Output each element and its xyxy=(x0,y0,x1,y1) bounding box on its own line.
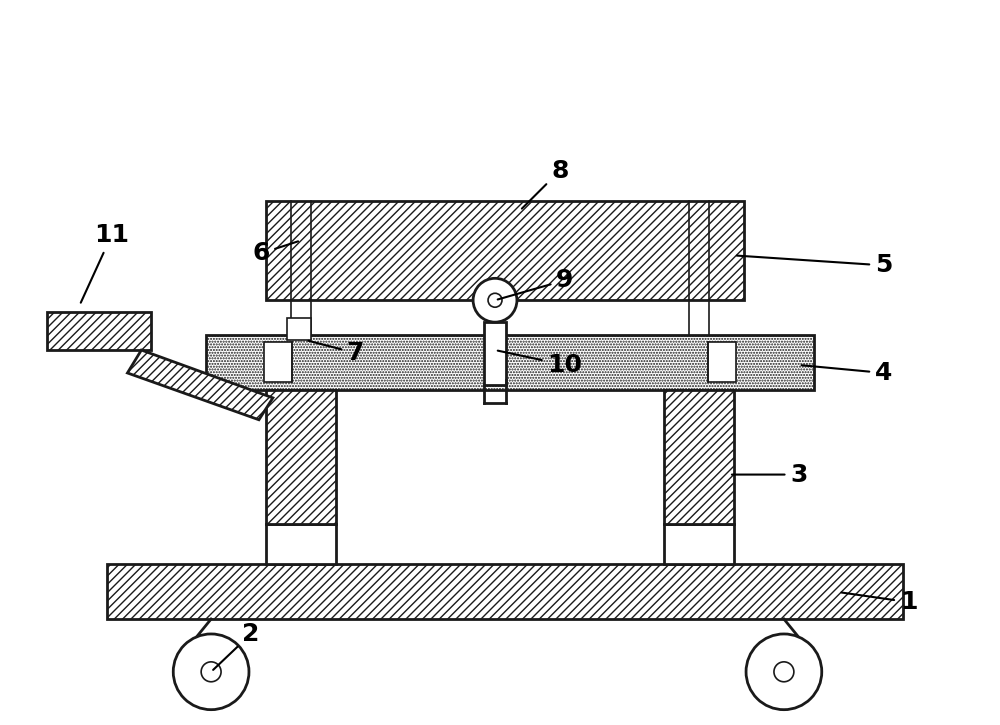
Text: 3: 3 xyxy=(732,463,808,486)
Text: 9: 9 xyxy=(498,268,573,299)
Circle shape xyxy=(201,662,221,682)
Text: 2: 2 xyxy=(213,622,260,670)
Circle shape xyxy=(473,278,517,322)
Bar xyxy=(287,318,311,340)
Text: 11: 11 xyxy=(81,223,129,303)
Text: 8: 8 xyxy=(522,159,568,209)
Circle shape xyxy=(774,662,794,682)
Text: 7: 7 xyxy=(308,341,364,365)
Text: 10: 10 xyxy=(498,351,582,377)
Circle shape xyxy=(173,634,249,710)
Text: 5: 5 xyxy=(737,253,892,278)
Bar xyxy=(484,322,506,385)
Polygon shape xyxy=(127,350,273,420)
Text: 4: 4 xyxy=(802,361,892,385)
Bar xyxy=(264,342,292,382)
Bar xyxy=(206,335,814,390)
Bar xyxy=(266,390,336,524)
Bar xyxy=(664,524,734,564)
Bar xyxy=(708,342,736,382)
Circle shape xyxy=(746,634,822,710)
Bar xyxy=(107,564,903,619)
Bar xyxy=(266,201,744,300)
Bar xyxy=(664,390,734,524)
Text: 1: 1 xyxy=(841,590,917,614)
Bar xyxy=(266,524,336,564)
Circle shape xyxy=(488,294,502,307)
Bar xyxy=(47,312,151,350)
Text: 6: 6 xyxy=(252,241,298,265)
